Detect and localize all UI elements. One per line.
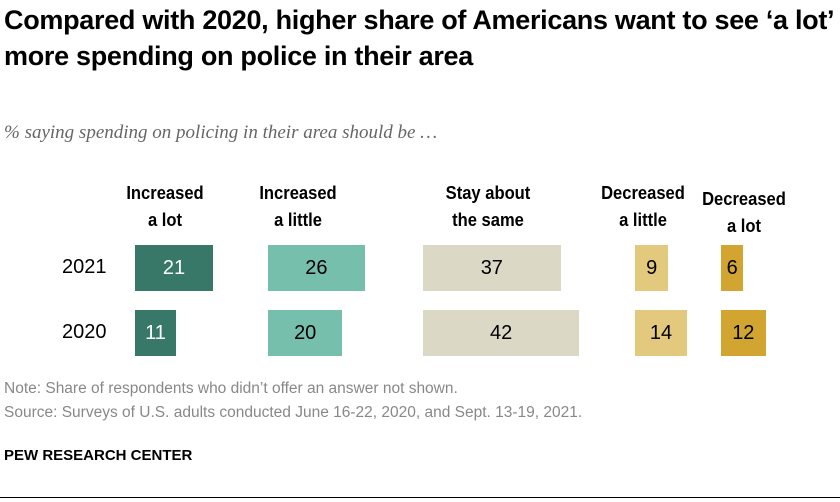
category-label: Increased a lot xyxy=(126,183,204,230)
brand-logo: PEW RESEARCH CENTER xyxy=(4,447,193,464)
year-label: 2021 xyxy=(62,256,107,278)
bar: 20 xyxy=(268,310,343,356)
bar: 6 xyxy=(721,245,744,291)
bar: 37 xyxy=(423,245,561,291)
category-label: Decreased a lot xyxy=(702,189,786,236)
data-label: 6 xyxy=(726,256,738,279)
data-label: 14 xyxy=(649,321,673,344)
data-label: 42 xyxy=(489,321,513,344)
data-label: 11 xyxy=(145,321,166,344)
bar: 42 xyxy=(423,310,580,356)
category-label: Increased a little xyxy=(259,183,337,230)
chart-subtitle: % saying spending on policing in their a… xyxy=(4,122,438,143)
bar: 12 xyxy=(721,310,766,356)
bar: 21 xyxy=(135,245,214,291)
data-label: 21 xyxy=(162,256,186,279)
data-label: 26 xyxy=(305,256,328,279)
category-label: Decreased a little xyxy=(601,183,685,230)
data-label: 20 xyxy=(294,321,317,344)
chart-title: Compared with 2020, higher share of Amer… xyxy=(4,5,833,71)
bar: 11 xyxy=(135,310,176,356)
bar: 14 xyxy=(635,310,688,356)
bar: 9 xyxy=(635,245,669,291)
source: Source: Surveys of U.S. adults conducted… xyxy=(4,404,583,421)
data-label: 37 xyxy=(480,256,503,279)
note: Note: Share of respondents who didn’t of… xyxy=(4,380,458,397)
bar: 26 xyxy=(268,245,365,291)
category-label: Stay about the same xyxy=(445,183,531,230)
data-label: 9 xyxy=(646,256,658,279)
bottom-rule xyxy=(0,497,840,498)
data-label: 12 xyxy=(732,321,755,344)
year-label: 2020 xyxy=(62,321,107,343)
